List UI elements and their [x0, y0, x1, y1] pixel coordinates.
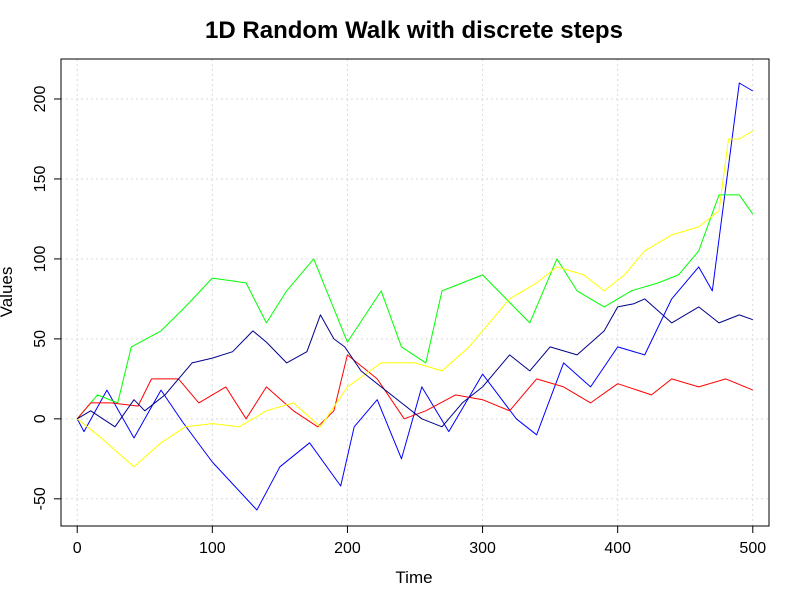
- series-line-1: [76, 82, 754, 511]
- x-tick-label: 200: [334, 540, 361, 557]
- y-tick-label: 200: [32, 86, 49, 113]
- plot-frame: [60, 58, 770, 527]
- x-tick-label: 0: [73, 540, 82, 557]
- series-line-3: [76, 354, 753, 428]
- y-tick-label: -50: [32, 487, 49, 510]
- chart-title: 1D Random Walk with discrete steps: [205, 17, 623, 44]
- y-axis-label: Values: [0, 267, 16, 318]
- x-tick-label: 300: [469, 540, 496, 557]
- x-axis-label: Time: [395, 568, 432, 587]
- y-axis: -50 0 50 100 150 200: [32, 86, 61, 510]
- series-line-2: [76, 194, 754, 420]
- x-axis: 0 100 200 300 400 500: [73, 526, 766, 557]
- x-tick-label: 500: [739, 540, 766, 557]
- y-tick-label: 0: [32, 414, 49, 423]
- y-tick-label: 150: [32, 166, 49, 193]
- gridlines: [61, 59, 769, 526]
- series-line-4: [76, 130, 754, 468]
- x-tick-label: 400: [604, 540, 631, 557]
- series-lines: [76, 82, 754, 511]
- series-line-5: [76, 298, 753, 428]
- y-tick-label: 100: [32, 245, 49, 272]
- y-tick-label: 50: [32, 330, 49, 348]
- x-tick-label: 100: [199, 540, 226, 557]
